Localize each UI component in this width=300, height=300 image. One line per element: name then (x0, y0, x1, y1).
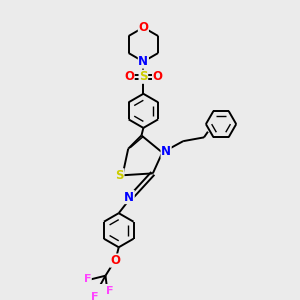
Text: F: F (84, 274, 91, 284)
Text: F: F (106, 286, 114, 296)
Text: N: N (124, 190, 134, 204)
Text: O: O (124, 70, 134, 83)
Text: S: S (116, 169, 124, 182)
Text: F: F (91, 292, 99, 300)
Text: O: O (138, 21, 148, 34)
Text: S: S (139, 70, 148, 83)
Text: N: N (138, 55, 148, 68)
Text: N: N (161, 145, 171, 158)
Text: O: O (110, 254, 120, 267)
Text: O: O (153, 70, 163, 83)
